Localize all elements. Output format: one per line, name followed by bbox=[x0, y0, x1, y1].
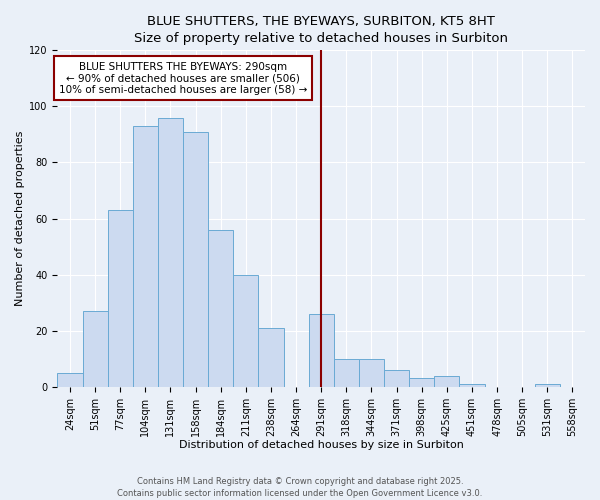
Bar bbox=[233, 274, 259, 386]
Bar bbox=[158, 118, 183, 386]
Bar bbox=[460, 384, 485, 386]
Y-axis label: Number of detached properties: Number of detached properties bbox=[15, 131, 25, 306]
Title: BLUE SHUTTERS, THE BYEWAYS, SURBITON, KT5 8HT
Size of property relative to detac: BLUE SHUTTERS, THE BYEWAYS, SURBITON, KT… bbox=[134, 15, 508, 45]
Bar bbox=[259, 328, 284, 386]
Bar bbox=[133, 126, 158, 386]
Bar bbox=[58, 372, 83, 386]
Bar bbox=[83, 311, 107, 386]
Bar bbox=[334, 358, 359, 386]
Bar bbox=[107, 210, 133, 386]
Bar bbox=[535, 384, 560, 386]
X-axis label: Distribution of detached houses by size in Surbiton: Distribution of detached houses by size … bbox=[179, 440, 464, 450]
Bar bbox=[409, 378, 434, 386]
Bar bbox=[208, 230, 233, 386]
Text: Contains HM Land Registry data © Crown copyright and database right 2025.
Contai: Contains HM Land Registry data © Crown c… bbox=[118, 476, 482, 498]
Bar bbox=[308, 314, 334, 386]
Bar bbox=[183, 132, 208, 386]
Bar bbox=[384, 370, 409, 386]
Bar bbox=[359, 358, 384, 386]
Bar bbox=[434, 376, 460, 386]
Text: BLUE SHUTTERS THE BYEWAYS: 290sqm
← 90% of detached houses are smaller (506)
10%: BLUE SHUTTERS THE BYEWAYS: 290sqm ← 90% … bbox=[59, 62, 307, 94]
